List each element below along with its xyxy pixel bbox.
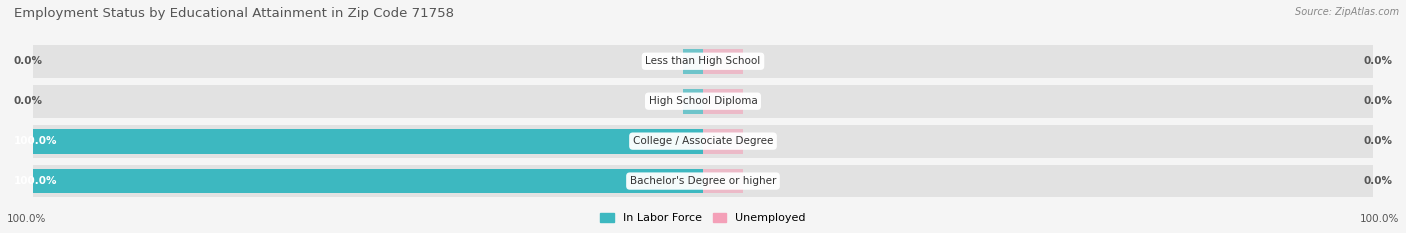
Bar [34,45,1372,78]
Text: 0.0%: 0.0% [1364,56,1392,66]
Text: Less than High School: Less than High School [645,56,761,66]
Text: 0.0%: 0.0% [1364,176,1392,186]
Text: High School Diploma: High School Diploma [648,96,758,106]
Text: 0.0%: 0.0% [1364,136,1392,146]
Bar [34,165,1372,197]
Text: 100.0%: 100.0% [7,214,46,224]
Bar [703,169,744,193]
Text: 100.0%: 100.0% [14,136,56,146]
Text: College / Associate Degree: College / Associate Degree [633,136,773,146]
Text: Source: ZipAtlas.com: Source: ZipAtlas.com [1295,7,1399,17]
Text: 100.0%: 100.0% [14,176,56,186]
Legend: In Labor Force, Unemployed: In Labor Force, Unemployed [596,208,810,227]
Bar [34,85,1372,118]
Text: 0.0%: 0.0% [14,96,42,106]
Bar [703,89,744,113]
Bar [34,169,703,193]
Text: 100.0%: 100.0% [1360,214,1399,224]
Text: 0.0%: 0.0% [14,56,42,66]
Bar [703,129,744,154]
Text: Employment Status by Educational Attainment in Zip Code 71758: Employment Status by Educational Attainm… [14,7,454,20]
Bar [34,129,703,154]
Bar [683,49,703,74]
Bar [34,125,1372,158]
Text: Bachelor's Degree or higher: Bachelor's Degree or higher [630,176,776,186]
Text: 0.0%: 0.0% [1364,96,1392,106]
Bar [703,49,744,74]
Bar [683,89,703,113]
